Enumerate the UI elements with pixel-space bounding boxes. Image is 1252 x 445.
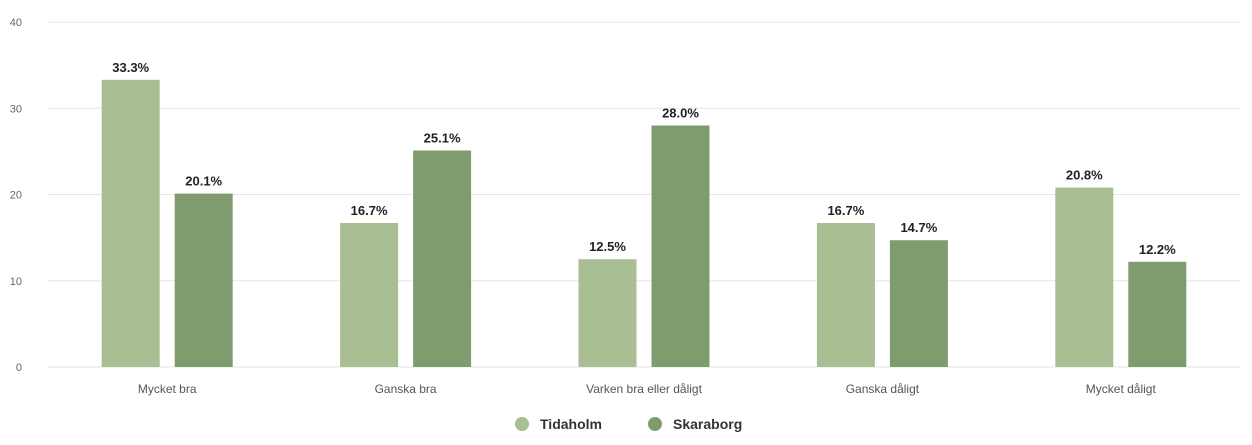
- x-tick-label: Varken bra eller dåligt: [586, 382, 703, 396]
- y-axis-ticks: 0 10 20 30 40: [10, 17, 22, 374]
- bars: [101, 79, 1187, 368]
- x-tick-label: Ganska bra: [375, 382, 437, 396]
- bar-skaraborg-2[interactable]: [651, 125, 710, 368]
- bar-tidaholm-4[interactable]: [1055, 187, 1114, 367]
- bar-tidaholm-0[interactable]: [101, 79, 160, 367]
- bar-skaraborg-3[interactable]: [889, 240, 948, 367]
- data-label: 28.0%: [662, 106, 699, 121]
- legend[interactable]: Tidaholm Skaraborg: [515, 416, 742, 432]
- y-tick-label: 0: [16, 362, 22, 374]
- data-label: 14.7%: [900, 220, 937, 235]
- bar-skaraborg-4[interactable]: [1128, 261, 1187, 367]
- bar-tidaholm-1[interactable]: [340, 222, 399, 367]
- data-label: 12.5%: [589, 239, 626, 254]
- x-tick-label: Mycket bra: [138, 382, 197, 396]
- y-tick-label: 30: [10, 103, 22, 115]
- data-label: 20.1%: [185, 174, 222, 189]
- bar-tidaholm-2[interactable]: [578, 259, 637, 367]
- bar-skaraborg-0[interactable]: [174, 193, 233, 367]
- data-labels: 33.3% 20.1% 16.7% 25.1% 12.5% 28.0% 16.7% 14.7%…: [112, 60, 1176, 257]
- legend-swatch: [515, 417, 529, 431]
- legend-label: Tidaholm: [540, 416, 602, 432]
- y-tick-label: 40: [10, 17, 22, 29]
- legend-item-tidaholm[interactable]: Tidaholm: [515, 416, 602, 432]
- y-tick-label: 10: [10, 276, 22, 288]
- legend-swatch: [648, 417, 662, 431]
- data-label: 33.3%: [112, 60, 149, 75]
- x-tick-label: Mycket dåligt: [1086, 382, 1157, 396]
- data-label: 16.7%: [827, 203, 864, 218]
- data-label: 16.7%: [351, 203, 388, 218]
- gridlines: [48, 21, 1240, 368]
- data-label: 20.8%: [1066, 168, 1103, 183]
- bar-skaraborg-1[interactable]: [413, 150, 472, 367]
- y-tick-label: 20: [10, 190, 22, 202]
- bar-tidaholm-3[interactable]: [816, 222, 875, 367]
- x-axis-ticks: Mycket bra Ganska bra Varken bra eller dål…: [138, 382, 1157, 396]
- legend-label: Skaraborg: [673, 416, 742, 432]
- x-tick-label: Ganska dåligt: [846, 382, 920, 396]
- data-label: 25.1%: [424, 131, 461, 146]
- legend-item-skaraborg[interactable]: Skaraborg: [648, 416, 742, 432]
- data-label: 12.2%: [1139, 242, 1176, 257]
